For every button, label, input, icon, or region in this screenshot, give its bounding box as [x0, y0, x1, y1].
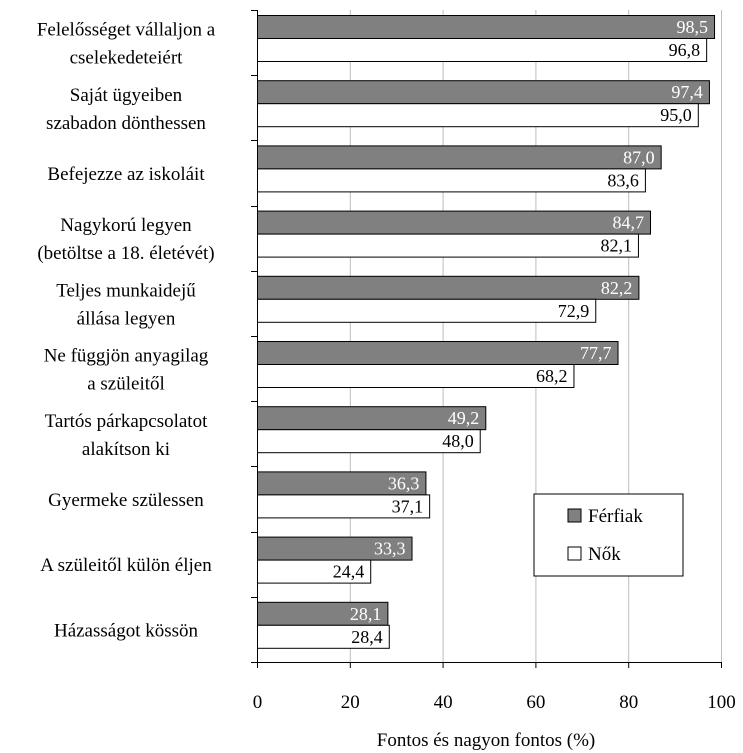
category-label: a szüleitől	[87, 374, 165, 395]
x-tick-label: 80	[619, 692, 638, 713]
value-label-men: 77,7	[580, 343, 612, 363]
value-label-women: 28,4	[351, 627, 383, 647]
value-label-men: 82,2	[601, 278, 633, 298]
category-label: Felelősséget vállaljon a	[37, 20, 216, 41]
value-label-women: 82,1	[600, 236, 632, 256]
x-tick-label: 100	[707, 692, 736, 713]
category-label: Gyermeke szülessen	[48, 490, 204, 511]
legend-label-women: Nők	[588, 544, 621, 565]
value-label-women: 95,0	[660, 105, 692, 125]
value-labels: 98,5 96,8 97,4 95,0 87,0 83,6 84,7 82,1 82,2 72,9…	[333, 17, 708, 647]
bar-women	[257, 233, 639, 258]
category-label: Saját ügyeiben	[70, 85, 183, 106]
category-label: Befejezze az iskoláit	[47, 164, 205, 185]
value-label-women: 72,9	[558, 301, 590, 321]
value-label-men: 49,2	[448, 408, 480, 428]
bar-men	[257, 15, 716, 39]
value-label-men: 33,3	[374, 539, 406, 559]
legend-box	[533, 493, 684, 577]
legend-swatch-women	[567, 546, 582, 561]
bar-women	[257, 103, 699, 128]
bar-women	[257, 38, 708, 62]
category-label: szabadon dönthessen	[46, 113, 206, 134]
bar-men	[257, 210, 652, 235]
category-label: A szüleitől külön éljen	[40, 555, 212, 576]
bars	[257, 15, 716, 649]
value-label-women: 24,4	[333, 562, 365, 582]
value-label-men: 36,3	[388, 473, 420, 493]
category-label: Teljes munkaidejű	[56, 280, 196, 301]
value-label-women: 48,0	[442, 431, 474, 451]
value-label-women: 37,1	[392, 496, 424, 516]
legend-label-men: Férfiak	[588, 506, 643, 527]
x-axis-title: Fontos és nagyon fontos (%)	[377, 730, 595, 751]
x-tick-label: 0	[253, 692, 263, 713]
bar-women	[257, 364, 575, 388]
y-axis	[251, 10, 258, 663]
value-label-men: 98,5	[677, 17, 709, 37]
x-tick-label: 60	[526, 692, 545, 713]
category-label: (betöltse a 18. életévét)	[37, 243, 214, 264]
bar-women	[257, 168, 646, 193]
category-label: Házasságot kössön	[54, 620, 199, 641]
category-labels: Felelősséget vállaljon a cselekedeteiért S…	[37, 20, 216, 642]
value-label-men: 84,7	[613, 213, 645, 233]
value-label-women: 68,2	[536, 366, 568, 386]
bar-men	[257, 145, 662, 170]
value-label-men: 87,0	[623, 147, 655, 167]
bar-men	[257, 275, 640, 300]
value-label-women: 96,8	[669, 40, 701, 60]
category-label: állása legyen	[77, 308, 176, 329]
category-label: Tartós párkapcsolatot	[45, 411, 208, 432]
value-label-men: 97,4	[671, 82, 703, 102]
category-label: Ne függjön anyagilag	[44, 346, 209, 367]
bar-women	[257, 298, 597, 323]
value-label-women: 83,6	[607, 170, 639, 190]
x-tick-label: 20	[341, 692, 360, 713]
bar-men	[257, 80, 710, 105]
legend-swatch-men	[567, 508, 582, 523]
x-axis: 0 20 40 60 80 100	[253, 662, 736, 713]
legend: Férfiak Nők	[533, 493, 684, 577]
bar-men	[257, 341, 619, 365]
category-label: cselekedeteiért	[70, 48, 184, 69]
value-label-men: 28,1	[350, 604, 382, 624]
x-tick-label: 40	[434, 692, 453, 713]
category-label: Nagykorú legyen	[60, 215, 192, 236]
category-label: alakítson ki	[82, 439, 170, 460]
